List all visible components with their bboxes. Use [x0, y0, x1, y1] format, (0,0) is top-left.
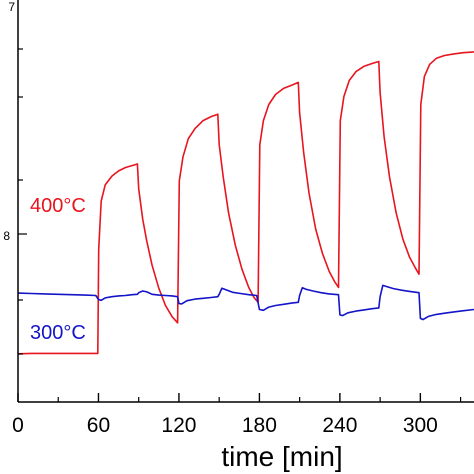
x-tick-label: 0 [12, 414, 24, 437]
x-tick-label: 240 [322, 414, 357, 437]
series-line-400c [17, 51, 474, 355]
x-axis-title: time [min] [221, 441, 342, 472]
series-label-400c: 400°C [30, 195, 86, 217]
x-tick-label: 180 [242, 414, 277, 437]
y-tick-label-top: 7 [8, 0, 15, 14]
ticks-layer: 0 60 120 180 240 300 [12, 48, 462, 437]
axes-layer [17, 0, 474, 403]
x-tick-label: 120 [161, 414, 196, 437]
x-tick-label: 60 [87, 414, 110, 437]
x-tick-label: 300 [403, 414, 438, 437]
series-layer [17, 51, 474, 355]
series-label-300c: 300°C [30, 322, 86, 344]
series-line-300c [17, 284, 474, 321]
y-tick-label-mid: 8 [3, 229, 10, 243]
